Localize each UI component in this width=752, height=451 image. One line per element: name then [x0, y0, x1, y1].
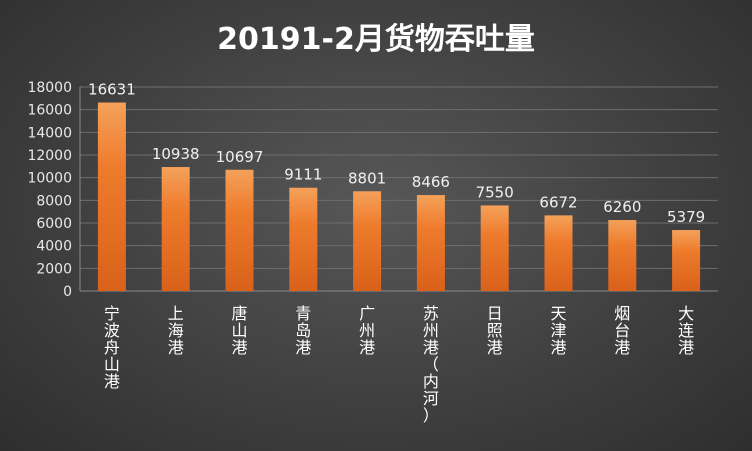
data-label: 5379 [667, 208, 705, 226]
y-tick-label: 8000 [36, 193, 72, 209]
bar [416, 195, 445, 291]
x-tick-label: 天津港 [550, 304, 566, 357]
bar [608, 220, 637, 291]
bar [353, 191, 382, 291]
x-tick-label: 宁波舟山港 [104, 304, 120, 391]
data-label: 6672 [539, 193, 577, 211]
y-tick-label: 0 [63, 284, 72, 300]
bar [289, 187, 318, 291]
bars [97, 102, 701, 291]
x-tick-label: 青岛港 [295, 304, 311, 357]
bar [544, 215, 573, 291]
x-tick-label: 苏州港（内河） [423, 304, 439, 425]
data-label: 10938 [152, 145, 200, 163]
data-label: 10697 [216, 148, 264, 166]
data-label: 9111 [284, 166, 322, 184]
y-tick-label: 18000 [27, 80, 72, 96]
x-tick-label: 广州港 [359, 304, 375, 357]
data-label: 6260 [603, 198, 641, 216]
x-tick-label: 烟台港 [614, 304, 630, 357]
bar [225, 169, 254, 291]
chart-title: 20191-2月货物吞吐量 [217, 22, 535, 57]
data-label: 8466 [412, 173, 450, 191]
y-tick-label: 10000 [27, 171, 72, 187]
bar [161, 167, 190, 291]
y-tick-label: 14000 [27, 125, 72, 141]
y-tick-label: 6000 [36, 216, 72, 232]
y-tick-label: 16000 [27, 103, 72, 119]
labels: 0 2000 4000 6000 8000 10000 12000 14000 16000 180… [27, 80, 705, 425]
data-label: 8801 [348, 169, 386, 187]
x-tick-label: 上海港 [168, 304, 184, 357]
x-tick-label: 大连港 [678, 304, 694, 357]
y-tick-label: 12000 [27, 148, 72, 164]
x-tick-label: 唐山港 [231, 304, 247, 357]
data-label: 7550 [476, 183, 514, 201]
y-tick-label: 4000 [36, 239, 72, 255]
y-tick-label: 2000 [36, 261, 72, 277]
data-label: 16631 [88, 81, 136, 99]
bar [97, 102, 126, 291]
x-tick-label: 日照港 [487, 304, 503, 357]
bar [480, 205, 509, 291]
bar [672, 230, 701, 291]
